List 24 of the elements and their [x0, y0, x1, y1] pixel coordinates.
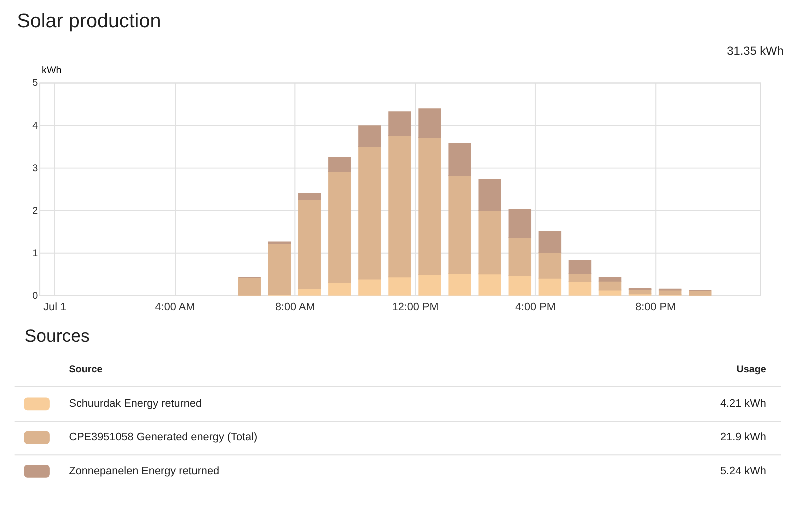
y-axis-title: kWh — [42, 65, 62, 76]
x-tick-label: 4:00 PM — [515, 302, 556, 314]
text: Source — [69, 364, 104, 376]
y-tick-label: 5 — [32, 78, 39, 90]
legend-label: CPE3951058 Generated energy (Total) — [69, 432, 258, 444]
x-tick-label: 8:00 AM — [275, 302, 316, 314]
y-tick-label: 4 — [32, 120, 39, 132]
x-tick-label: 4:00 AM — [155, 302, 196, 314]
text: 21.9 kWh — [720, 432, 766, 444]
y-tick-label: 1 — [32, 248, 39, 260]
text: Sources — [24, 326, 90, 346]
x-tick-label: 12:00 PM — [392, 302, 439, 314]
x-tick-label: 8:00 PM — [636, 302, 676, 314]
text: 5.24 kWh — [720, 465, 766, 478]
text: Usage — [736, 364, 767, 376]
text: 31.35 kWh — [727, 44, 784, 58]
text: 4.21 kWh — [720, 398, 766, 410]
legend-label: Zonnepanelen Energy returned — [69, 465, 220, 478]
x-tick-label: Jul 1 — [44, 302, 67, 314]
y-tick-label: 2 — [32, 206, 38, 217]
y-tick-label: 0 — [32, 290, 39, 302]
chart-title: Solar production — [17, 10, 162, 32]
y-tick-label: 3 — [32, 163, 39, 174]
legend-label: Schuurdak Energy returned — [69, 398, 202, 410]
